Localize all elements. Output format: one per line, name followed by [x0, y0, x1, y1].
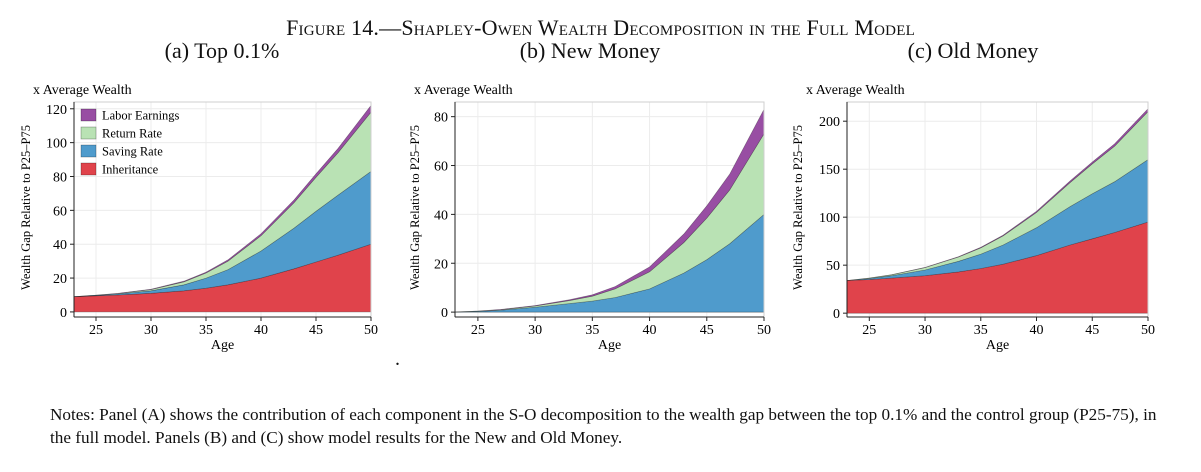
unit-label: x Average Wealth	[33, 83, 132, 98]
y-tick-label: 20	[53, 272, 67, 287]
legend-swatch-return	[80, 126, 97, 140]
y-tick-label: 0	[833, 307, 840, 322]
x-axis-label: Age	[598, 338, 621, 353]
legend-swatch-inheritance	[80, 162, 97, 176]
x-tick-label: 35	[974, 323, 988, 338]
legend-swatch-saving	[80, 144, 97, 158]
x-tick-label: 45	[700, 323, 714, 338]
panel-c-label: (c) Old Money	[907, 38, 1039, 63]
x-tick-label: 25	[471, 323, 485, 338]
x-tick-label: 50	[757, 323, 771, 338]
x-tick-label: 50	[1141, 323, 1155, 338]
y-tick-label: 100	[819, 211, 840, 226]
unit-label: x Average Wealth	[414, 83, 513, 98]
panel-a-label: (a) Top 0.1%	[164, 38, 280, 63]
x-tick-label: 25	[862, 323, 876, 338]
y-tick-label: 40	[434, 208, 448, 223]
y-tick-label: 80	[434, 111, 448, 126]
figure-title: Figure 14.—Shapley-Owen Wealth Decomposi…	[286, 15, 915, 40]
x-tick-label: 25	[89, 323, 103, 338]
y-tick-label: 0	[60, 306, 67, 321]
x-tick-label: 40	[1030, 323, 1044, 338]
legend-label-return: Return Rate	[102, 127, 163, 141]
stray-mark: .	[395, 348, 400, 370]
y-axis-label: Wealth Gap Relative to P25–P75	[19, 125, 33, 290]
x-tick-label: 30	[918, 323, 932, 338]
y-tick-label: 60	[53, 204, 67, 219]
x-tick-label: 35	[199, 323, 213, 338]
x-tick-label: 30	[144, 323, 158, 338]
legend-label-saving: Saving Rate	[102, 145, 163, 159]
x-tick-label: 40	[643, 323, 657, 338]
y-tick-label: 50	[826, 259, 840, 274]
chart-panel-2: 25 30 35 40 45 50 0 50 100 150 200 x Average Wealth…	[791, 83, 1155, 353]
y-tick-label: 60	[434, 160, 448, 175]
panel-b-label: (b) New Money	[519, 38, 661, 63]
legend-label-inheritance: Inheritance	[102, 163, 159, 177]
y-tick-label: 0	[441, 306, 448, 321]
y-tick-label: 120	[46, 103, 67, 118]
x-tick-label: 35	[585, 323, 599, 338]
chart-panel-1: 25 30 35 40 45 50 0 20 40 60 80 x Average Wealth Age…	[408, 83, 771, 353]
y-tick-label: 150	[819, 163, 840, 178]
legend: Labor Earnings Return Rate Saving Rate Inhe…	[80, 108, 180, 177]
y-axis-label: Wealth Gap Relative to P25–P75	[408, 125, 422, 290]
y-tick-label: 20	[434, 257, 448, 272]
chart-panel-0: 25 30 35 40 45 50 0 20 40 60 80 100 120 x Average Wea…	[19, 83, 378, 353]
x-tick-label: 45	[1085, 323, 1099, 338]
x-axis-label: Age	[986, 338, 1009, 353]
x-axis-label: Age	[211, 338, 234, 353]
unit-label: x Average Wealth	[806, 83, 905, 98]
x-tick-label: 45	[309, 323, 323, 338]
legend-swatch-labor	[80, 108, 97, 122]
y-tick-label: 100	[46, 137, 67, 152]
figure-notes: Notes: Panel (A) shows the contribution …	[50, 405, 1157, 447]
y-tick-label: 80	[53, 170, 67, 185]
x-tick-label: 40	[254, 323, 268, 338]
x-tick-label: 30	[528, 323, 542, 338]
y-tick-label: 200	[819, 115, 840, 130]
legend-label-labor: Labor Earnings	[102, 109, 180, 123]
y-tick-label: 40	[53, 238, 67, 253]
x-tick-label: 50	[364, 323, 378, 338]
y-axis-label: Wealth Gap Relative to P25–P75	[791, 125, 805, 290]
